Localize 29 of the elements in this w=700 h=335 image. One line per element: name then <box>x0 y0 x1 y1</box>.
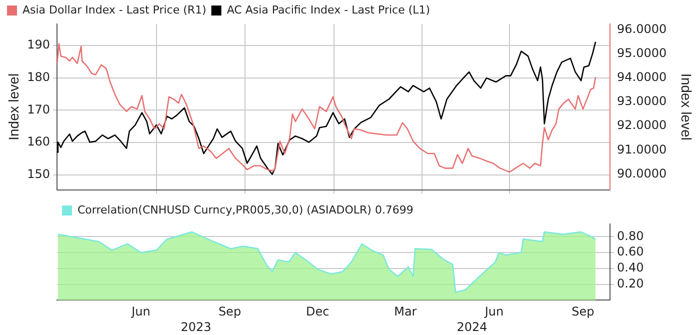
x-tick-label: Sep <box>218 304 242 319</box>
y-tick-label: 160 <box>27 134 50 149</box>
x-tick-label: Mar <box>394 304 417 319</box>
x-tick-label: Jun <box>484 304 504 319</box>
legend-label: AC Asia Pacific Index - Last Price (L1) <box>226 3 430 16</box>
y2-tick-label: 0.60 <box>617 244 644 259</box>
y2-tick-label: 92.0000 <box>617 118 667 132</box>
y2-tick-label: 0.80 <box>617 228 644 243</box>
legend-label: Asia Dollar Index - Last Price (R1) <box>22 3 206 16</box>
y-tick-label: 190 <box>27 38 50 52</box>
legend-label: Correlation(CNHUSD Curncy,PR005,30,0) (ASIADOLR) 0.7699 <box>78 203 414 216</box>
y-axis-title: Index level <box>5 73 22 140</box>
y2-tick-label: 0.20 <box>617 276 644 290</box>
y2-tick-label: 96.0000 <box>617 22 667 36</box>
y-tick-label: 150 <box>27 167 50 182</box>
y-tick-label: 180 <box>27 70 50 84</box>
x-tick-label: Jun <box>130 304 150 319</box>
x2-tick-label: 2023 <box>180 320 212 334</box>
y2-tick-label: 95.0000 <box>617 46 667 60</box>
y2-tick-label: 0.40 <box>617 260 644 275</box>
x-tick-label: Sep <box>572 304 594 319</box>
x-tick-label: Dec <box>306 304 330 319</box>
y2-axis-title: Index level <box>678 73 695 140</box>
y2-tick-label: 93.0000 <box>617 94 667 108</box>
y2-tick-label: 94.0000 <box>617 70 667 84</box>
y2-tick-label: 91.0000 <box>617 142 667 156</box>
y-tick-label: 170 <box>27 102 50 116</box>
x2-tick-label: 2024 <box>456 320 488 334</box>
y2-tick-label: 90.0000 <box>617 166 667 180</box>
